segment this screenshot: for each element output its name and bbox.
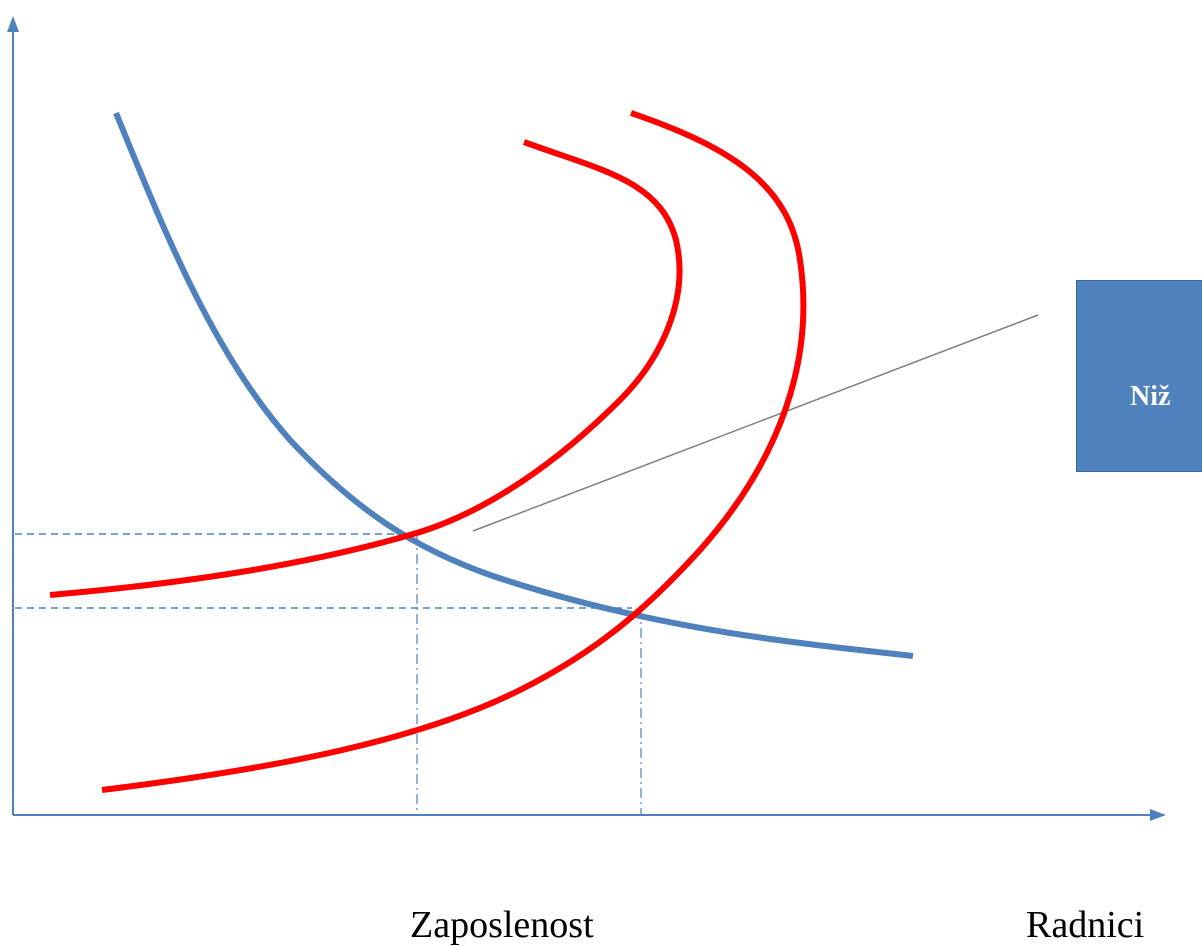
workers-axis-label: Radnici: [1026, 904, 1145, 946]
x-axis-arrow-icon: [1150, 809, 1166, 821]
callout-box: Niž: [1076, 280, 1202, 472]
employment-label: Zaposlenost: [410, 904, 594, 946]
callout-text: Niž: [1130, 381, 1171, 412]
demand-curve: [113, 111, 914, 659]
supply-curve-2: [101, 110, 807, 793]
y-axis-arrow-icon: [7, 16, 19, 32]
callout-pointer-line: [472, 314, 1039, 532]
supply-curve-1: [49, 139, 683, 598]
